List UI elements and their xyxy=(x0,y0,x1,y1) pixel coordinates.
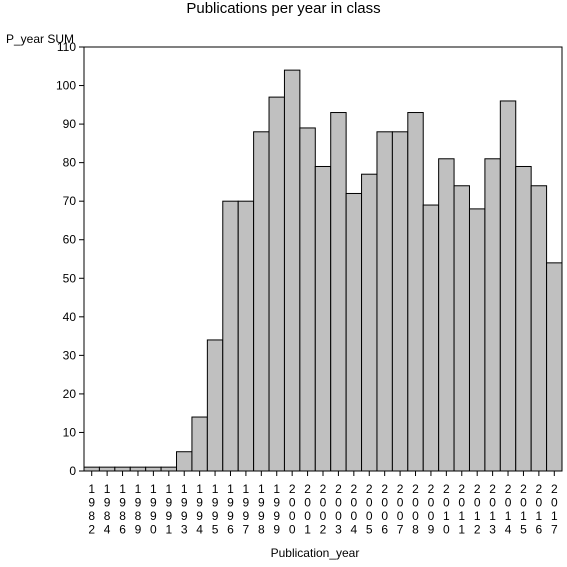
bar-1986 xyxy=(114,466,131,472)
y-tick-label: 90 xyxy=(63,117,77,131)
bar-2016 xyxy=(530,185,548,472)
bar-2008 xyxy=(407,112,424,472)
bar-2005 xyxy=(361,173,378,472)
bar-1989 xyxy=(129,466,147,472)
bar-2014 xyxy=(499,100,517,472)
bar-2000 xyxy=(283,69,301,472)
bar-1994 xyxy=(191,416,208,472)
bar-1996 xyxy=(222,200,239,472)
bar-2002 xyxy=(314,165,332,472)
y-tick-label: 70 xyxy=(63,194,77,208)
bar-1993 xyxy=(176,451,193,472)
bar-1997 xyxy=(237,200,255,472)
y-tick-label: 40 xyxy=(63,310,77,324)
bar-2013 xyxy=(484,158,501,472)
y-tick-label: 60 xyxy=(63,233,77,247)
bar-2003 xyxy=(330,112,347,472)
y-tick-label: 0 xyxy=(69,464,76,478)
bar-2010 xyxy=(438,158,455,472)
x-axis-label: Publication_year xyxy=(270,546,360,560)
bar-1999 xyxy=(268,96,285,472)
bar-2006 xyxy=(376,131,393,472)
y-tick-label: 10 xyxy=(63,425,77,439)
bar-2001 xyxy=(299,127,316,472)
chart-title: Publications per year in class xyxy=(186,0,381,17)
bar-2011 xyxy=(453,185,470,472)
bar-1982 xyxy=(83,466,100,472)
bar-1990 xyxy=(145,466,162,472)
bar-2009 xyxy=(422,204,440,472)
y-tick-label: 50 xyxy=(63,271,77,285)
y-tick-label: 110 xyxy=(57,40,76,54)
bar-1995 xyxy=(206,339,224,472)
y-tick-label: 100 xyxy=(56,79,76,93)
y-tick-label: 30 xyxy=(63,348,77,362)
bar-2015 xyxy=(515,165,532,472)
y-tick-label: 80 xyxy=(63,156,77,170)
bar-1984 xyxy=(98,466,116,472)
bar-2007 xyxy=(391,131,409,472)
y-tick-label: 20 xyxy=(63,387,77,401)
y-axis-label: P_year SUM xyxy=(6,32,75,46)
bar-1991 xyxy=(160,466,178,472)
bar-1998 xyxy=(253,131,270,472)
bar-2012 xyxy=(468,208,486,472)
bar-2004 xyxy=(345,192,363,472)
bar-2017 xyxy=(546,262,563,472)
